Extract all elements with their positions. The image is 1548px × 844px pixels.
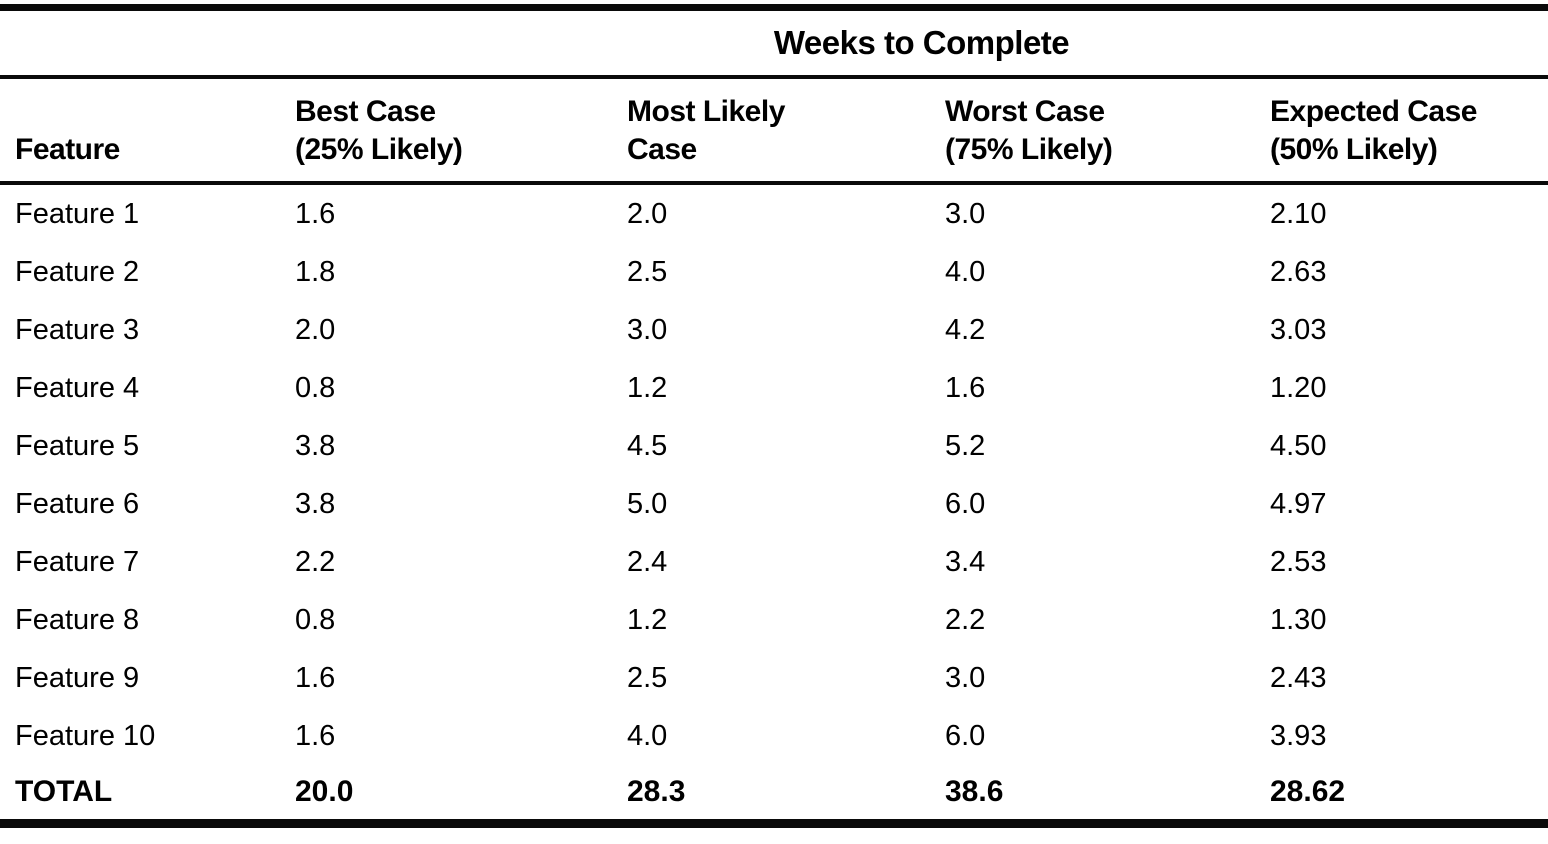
most-likely-cell: 4.0 — [627, 719, 668, 752]
total-best-case: 20.0 — [295, 775, 354, 808]
feature-cell: Feature 8 — [15, 603, 140, 636]
table-row: Feature 3 2.0 3.0 4.2 3.03 — [0, 301, 1548, 359]
best-case-cell: 2.0 — [295, 313, 336, 346]
expected-case-cell: 1.20 — [1270, 371, 1327, 404]
table-row: Feature 10 1.6 4.0 6.0 3.93 — [0, 707, 1548, 765]
spanning-header: Weeks to Complete — [773, 24, 1070, 61]
best-case-cell: 0.8 — [295, 603, 336, 636]
feature-cell: Feature 3 — [15, 313, 140, 346]
column-header-expected-line1: Expected Case — [1270, 95, 1477, 128]
worst-case-cell: 3.4 — [945, 545, 986, 578]
spanning-header-row: Weeks to Complete — [0, 11, 1548, 75]
column-header-best-line2: (25% Likely) — [295, 133, 463, 166]
column-header-most-likely: Most Likely Case — [627, 93, 945, 169]
most-likely-cell: 5.0 — [627, 487, 668, 520]
column-header-row: Feature Best Case (25% Likely) Most Like… — [0, 79, 1548, 181]
best-case-cell: 1.6 — [295, 719, 336, 752]
expected-case-cell: 2.43 — [1270, 661, 1327, 694]
expected-case-cell: 4.50 — [1270, 429, 1327, 462]
expected-case-cell: 2.10 — [1270, 197, 1327, 230]
bottom-rule — [0, 819, 1548, 828]
column-header-best-line1: Best Case — [295, 95, 436, 128]
most-likely-cell: 4.5 — [627, 429, 668, 462]
expected-case-cell: 1.30 — [1270, 603, 1327, 636]
column-header-best-case: Best Case (25% Likely) — [295, 93, 627, 169]
worst-case-cell: 3.0 — [945, 661, 986, 694]
worst-case-cell: 3.0 — [945, 197, 986, 230]
total-expected-case: 28.62 — [1270, 775, 1346, 808]
column-header-feature-label: Feature — [15, 133, 120, 166]
worst-case-cell: 6.0 — [945, 487, 986, 520]
worst-case-cell: 1.6 — [945, 371, 986, 404]
most-likely-cell: 2.4 — [627, 545, 668, 578]
most-likely-cell: 1.2 — [627, 371, 668, 404]
feature-cell: Feature 9 — [15, 661, 140, 694]
best-case-cell: 3.8 — [295, 429, 336, 462]
total-label: TOTAL — [15, 775, 113, 808]
column-header-worst-line2: (75% Likely) — [945, 133, 1113, 166]
worst-case-cell: 4.0 — [945, 255, 986, 288]
best-case-cell: 1.6 — [295, 661, 336, 694]
total-worst-case: 38.6 — [945, 775, 1004, 808]
expected-case-cell: 3.03 — [1270, 313, 1327, 346]
feature-cell: Feature 1 — [15, 197, 140, 230]
feature-cell: Feature 10 — [15, 719, 156, 752]
table-row: Feature 6 3.8 5.0 6.0 4.97 — [0, 475, 1548, 533]
column-header-expected-line2: (50% Likely) — [1270, 133, 1438, 166]
most-likely-cell: 2.5 — [627, 255, 668, 288]
table-row: Feature 8 0.8 1.2 2.2 1.30 — [0, 591, 1548, 649]
expected-case-cell: 3.93 — [1270, 719, 1327, 752]
column-header-worst-case: Worst Case (75% Likely) — [945, 93, 1270, 169]
total-row: TOTAL 20.0 28.3 38.6 28.62 — [0, 765, 1548, 819]
header-top-rule — [0, 75, 1548, 79]
best-case-cell: 2.2 — [295, 545, 336, 578]
best-case-cell: 1.8 — [295, 255, 336, 288]
column-header-feature: Feature — [0, 131, 295, 169]
most-likely-cell: 1.2 — [627, 603, 668, 636]
table-row: Feature 7 2.2 2.4 3.4 2.53 — [0, 533, 1548, 591]
expected-case-cell: 2.53 — [1270, 545, 1327, 578]
column-header-likely-line2: Case — [627, 133, 697, 166]
worst-case-cell: 6.0 — [945, 719, 986, 752]
feature-cell: Feature 7 — [15, 545, 140, 578]
total-most-likely: 28.3 — [627, 775, 686, 808]
table-row: Feature 5 3.8 4.5 5.2 4.50 — [0, 417, 1548, 475]
most-likely-cell: 2.0 — [627, 197, 668, 230]
column-header-worst-line1: Worst Case — [945, 95, 1105, 128]
column-header-expected-case: Expected Case (50% Likely) — [1270, 93, 1548, 169]
expected-case-cell: 4.97 — [1270, 487, 1327, 520]
best-case-cell: 0.8 — [295, 371, 336, 404]
best-case-cell: 3.8 — [295, 487, 336, 520]
feature-cell: Feature 4 — [15, 371, 140, 404]
column-header-likely-line1: Most Likely — [627, 95, 785, 128]
feature-cell: Feature 6 — [15, 487, 140, 520]
feature-cell: Feature 2 — [15, 255, 140, 288]
table-row: Feature 9 1.6 2.5 3.0 2.43 — [0, 649, 1548, 707]
header-bottom-rule — [0, 181, 1548, 185]
worst-case-cell: 2.2 — [945, 603, 986, 636]
expected-case-cell: 2.63 — [1270, 255, 1327, 288]
table-row: Feature 1 1.6 2.0 3.0 2.10 — [0, 185, 1548, 243]
table-row: Feature 4 0.8 1.2 1.6 1.20 — [0, 359, 1548, 417]
most-likely-cell: 2.5 — [627, 661, 668, 694]
best-case-cell: 1.6 — [295, 197, 336, 230]
top-rule — [0, 4, 1548, 11]
feature-cell: Feature 5 — [15, 429, 140, 462]
worst-case-cell: 4.2 — [945, 313, 986, 346]
most-likely-cell: 3.0 — [627, 313, 668, 346]
table-row: Feature 2 1.8 2.5 4.0 2.63 — [0, 243, 1548, 301]
worst-case-cell: 5.2 — [945, 429, 986, 462]
